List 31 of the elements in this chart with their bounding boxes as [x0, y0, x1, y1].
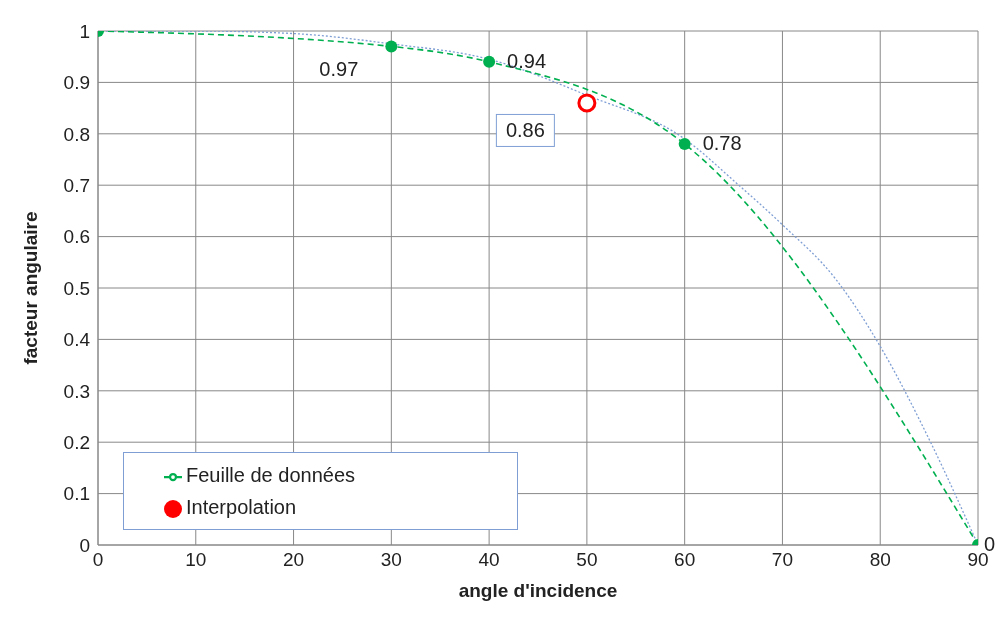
y-tick-label: 0.5 [63, 277, 90, 299]
point [483, 55, 496, 68]
y-tick-label: 0.3 [63, 380, 90, 402]
data-label: 0.86 [505, 119, 545, 142]
y-tick-label: 0.4 [63, 329, 91, 351]
y-axis-title: facteur angulaire [19, 211, 41, 365]
y-tick-label: 1 [79, 20, 90, 42]
point [678, 138, 691, 151]
y-tick-label: 0.2 [63, 431, 90, 453]
y-tick-label: 0.1 [63, 483, 90, 505]
x-tick-label: 20 [282, 549, 305, 571]
point [385, 40, 398, 53]
y-tick-label: 0.8 [63, 123, 90, 145]
y-tick-label: 0.7 [63, 174, 90, 196]
x-tick-label: 30 [380, 549, 402, 571]
y-tick-label: 0.9 [63, 72, 90, 94]
legend-label: Feuille de données [186, 464, 356, 486]
point [577, 93, 597, 113]
x-tick-label: 60 [674, 549, 696, 571]
x-axis-title: angle d'incidence [458, 580, 618, 601]
legend-label: Interpolation [186, 496, 297, 518]
x-tick-label: 80 [869, 549, 891, 571]
x-tick-label: 10 [185, 549, 207, 571]
x-tick-label: 40 [478, 549, 500, 571]
data-label: 0.97 [319, 58, 359, 81]
x-tick-label: 70 [771, 549, 794, 571]
y-tick-label: 0.6 [63, 226, 90, 248]
x-tick-label: 50 [576, 549, 598, 571]
data-label: 0.94 [507, 49, 547, 72]
data-label: 0.78 [702, 132, 742, 155]
y-tick-label: 0 [79, 534, 90, 556]
